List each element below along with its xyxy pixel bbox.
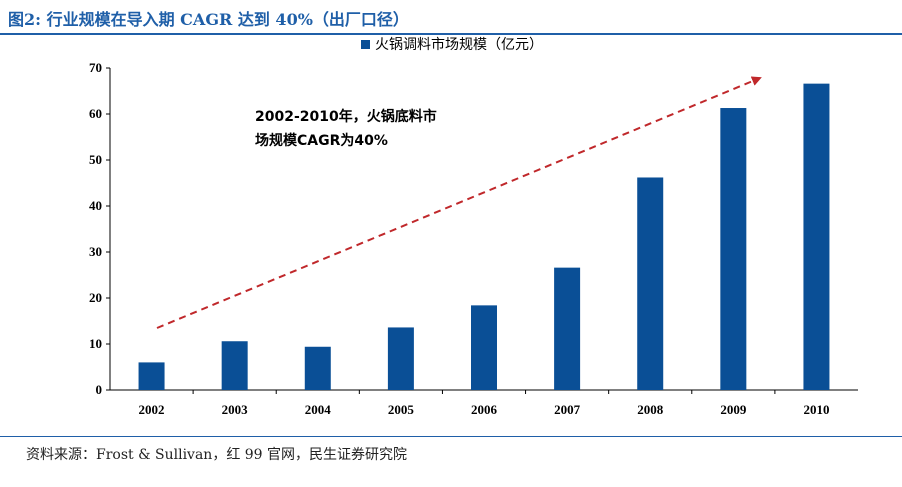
y-tick-label: 0 xyxy=(96,382,103,397)
x-tick-label: 2007 xyxy=(554,402,581,417)
title-divider xyxy=(0,33,902,35)
figure-title: 图2: 行业规模在导入期 CAGR 达到 40%（出厂口径） xyxy=(8,10,409,29)
trend-arrow xyxy=(156,76,762,329)
x-tick-label: 2004 xyxy=(305,402,332,417)
bar-2003 xyxy=(221,341,248,390)
legend-swatch xyxy=(361,40,370,49)
y-tick-label: 40 xyxy=(89,198,102,213)
bar-2007 xyxy=(554,267,581,390)
bar-2005 xyxy=(387,327,414,390)
x-tick-label: 2006 xyxy=(471,402,498,417)
x-ticks: 2002 2003 2004 2005 2006 2007 2008 2009 2010 xyxy=(139,390,829,417)
annotation-line-1: 2002-2010年，火锅底料市 xyxy=(255,108,437,125)
x-tick-label: 2010 xyxy=(803,402,829,417)
annotation-line-2: 场规模CAGR为40% xyxy=(255,132,388,149)
x-tick-label: 2002 xyxy=(139,402,165,417)
y-tick-label: 50 xyxy=(89,152,102,167)
cagr-annotation: 2002-2010年，火锅底料市 场规模CAGR为40% xyxy=(255,108,437,149)
legend-label: 火锅调料市场规模（亿元） xyxy=(375,36,543,53)
y-tick-label: 10 xyxy=(89,336,102,351)
y-tick-label: 60 xyxy=(89,106,102,121)
bar-2008 xyxy=(637,177,664,390)
bar-2004 xyxy=(304,346,331,390)
bar-2009 xyxy=(720,108,747,391)
x-tick-label: 2005 xyxy=(388,402,415,417)
y-tick-label: 30 xyxy=(89,244,102,259)
x-tick-label: 2008 xyxy=(637,402,664,417)
source-note: 资料来源：Frost & Sullivan，红 99 官网，民生证券研究院 xyxy=(26,447,408,463)
y-ticks: 0 10 20 30 40 50 60 70 xyxy=(89,60,110,397)
legend: 火锅调料市场规模（亿元） xyxy=(361,36,543,53)
x-tick-label: 2009 xyxy=(720,402,747,417)
source-divider xyxy=(0,436,902,437)
bar-2010 xyxy=(803,83,830,390)
x-tick-label: 2003 xyxy=(222,402,249,417)
bars xyxy=(138,83,830,391)
y-tick-label: 70 xyxy=(89,60,102,75)
y-tick-label: 20 xyxy=(89,290,102,305)
bar-2006 xyxy=(471,305,497,390)
bar-2002 xyxy=(138,362,165,390)
